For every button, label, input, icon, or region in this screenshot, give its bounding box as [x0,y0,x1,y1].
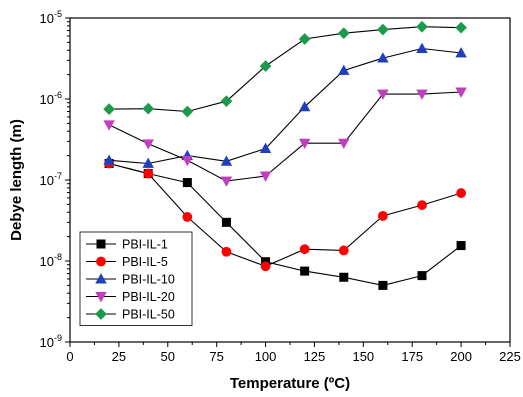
data-point [338,245,349,256]
legend-marker [95,308,107,320]
y-tick-label: 10-8 [40,252,62,269]
data-point [220,155,233,166]
y-tick-label: 10-7 [40,171,62,188]
legend-item: PBI-IL-5 [86,255,168,269]
x-tick-label: 75 [209,349,223,364]
series-line [109,47,462,165]
series-pbi-il-10 [103,42,467,168]
data-point [456,241,466,251]
legend-item: PBI-IL-50 [86,308,175,322]
data-point [298,33,311,45]
plot-series [103,20,467,290]
data-point [378,280,388,290]
data-point [182,178,192,188]
legend-marker [95,273,107,284]
data-point [182,212,193,222]
data-point [300,266,310,276]
legend-item: PBI-IL-20 [86,290,175,304]
data-point [181,155,194,167]
legend-item: PBI-IL-10 [86,273,175,287]
data-point [259,60,272,72]
data-point [220,95,233,108]
legend-marker [96,239,106,249]
data-point [103,103,115,115]
data-point [455,21,467,34]
data-point [417,271,427,281]
data-point [259,171,272,182]
data-point [299,244,310,255]
data-point [455,87,467,98]
data-point [417,200,427,210]
x-tick-label: 125 [304,349,326,364]
legend-item: PBI-IL-1 [86,238,168,252]
legend-label: PBI-IL-10 [122,273,175,287]
data-point [142,139,154,150]
legend-label: PBI-IL-5 [122,255,168,269]
data-point [416,89,428,100]
x-tick-label: 175 [401,349,423,364]
legend: PBI-IL-1 PBI-IL-5 PBI-IL-10 PBI-IL-20 PBI-IL… [79,231,193,326]
legend-label: PBI-IL-50 [122,308,175,322]
x-tick-label: 100 [255,349,277,364]
data-point [416,42,428,53]
data-point [103,120,115,131]
x-axis-title: Temperature (ºC) [230,375,350,392]
series-line [108,91,462,182]
data-point [221,217,231,227]
series-line [109,26,462,113]
legend-label: PBI-IL-1 [122,238,168,252]
data-point [142,157,154,168]
data-point [377,52,389,63]
data-point [220,176,233,187]
axes: 0 25 50 75 100 125 150 175 200 225 10-9 10-8 10-7 10-… [40,9,521,364]
series-pbi-il-50 [103,20,467,118]
data-point [338,64,350,75]
x-tick-label: 225 [499,349,521,364]
x-tick-label: 50 [161,349,175,364]
data-point [377,211,388,221]
data-point [259,142,272,153]
y-tick-label: 10-5 [40,9,62,26]
data-point [221,246,232,257]
legend-marker [95,292,107,303]
x-tick-label: 200 [450,349,472,364]
y-tick-label: 10-9 [40,333,62,350]
data-point [339,272,349,282]
data-point [181,105,194,118]
legend-marker [96,256,106,267]
data-point [298,138,311,149]
x-tick-label: 150 [352,349,374,364]
data-point [298,101,311,112]
x-tick-label: 25 [112,349,126,364]
series-pbi-il-20 [103,87,467,187]
data-point [377,23,389,36]
data-point [103,154,115,165]
x-tick-label: 0 [66,349,73,364]
y-tick-label: 10-6 [40,90,62,107]
data-point [455,47,467,58]
data-point [260,261,271,272]
data-point [377,89,389,100]
data-point [143,168,154,179]
data-point [416,20,428,33]
data-point [338,138,350,149]
data-point [337,27,350,39]
legend-label: PBI-IL-20 [122,290,175,304]
series-line [108,162,462,286]
data-point [456,188,467,198]
series-line [108,162,462,267]
data-point [142,102,155,115]
y-axis-title: Debye length (m) [8,119,25,241]
